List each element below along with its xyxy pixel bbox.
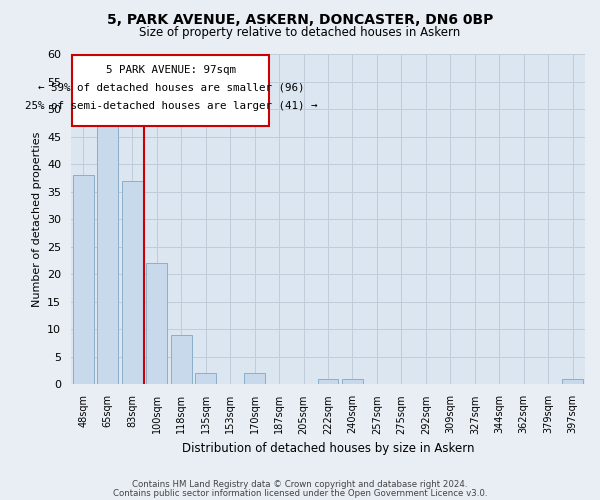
Text: Contains HM Land Registry data © Crown copyright and database right 2024.: Contains HM Land Registry data © Crown c…	[132, 480, 468, 489]
Y-axis label: Number of detached properties: Number of detached properties	[32, 132, 41, 307]
Bar	[562, 379, 583, 384]
Bar	[244, 374, 265, 384]
Text: 5 PARK AVENUE: 97sqm: 5 PARK AVENUE: 97sqm	[106, 65, 236, 75]
Text: 5, PARK AVENUE, ASKERN, DONCASTER, DN6 0BP: 5, PARK AVENUE, ASKERN, DONCASTER, DN6 0…	[107, 12, 493, 26]
Text: 25% of semi-detached houses are larger (41) →: 25% of semi-detached houses are larger (…	[25, 101, 317, 111]
Bar	[146, 264, 167, 384]
Bar	[122, 180, 143, 384]
Bar	[97, 109, 118, 384]
Bar	[73, 175, 94, 384]
X-axis label: Distribution of detached houses by size in Askern: Distribution of detached houses by size …	[182, 442, 474, 455]
Text: ← 59% of detached houses are smaller (96): ← 59% of detached houses are smaller (96…	[38, 82, 304, 92]
Bar	[171, 335, 191, 384]
Bar	[195, 374, 216, 384]
Bar	[342, 379, 363, 384]
Text: Contains public sector information licensed under the Open Government Licence v3: Contains public sector information licen…	[113, 489, 487, 498]
FancyBboxPatch shape	[72, 55, 269, 126]
Text: Size of property relative to detached houses in Askern: Size of property relative to detached ho…	[139, 26, 461, 39]
Bar	[317, 379, 338, 384]
